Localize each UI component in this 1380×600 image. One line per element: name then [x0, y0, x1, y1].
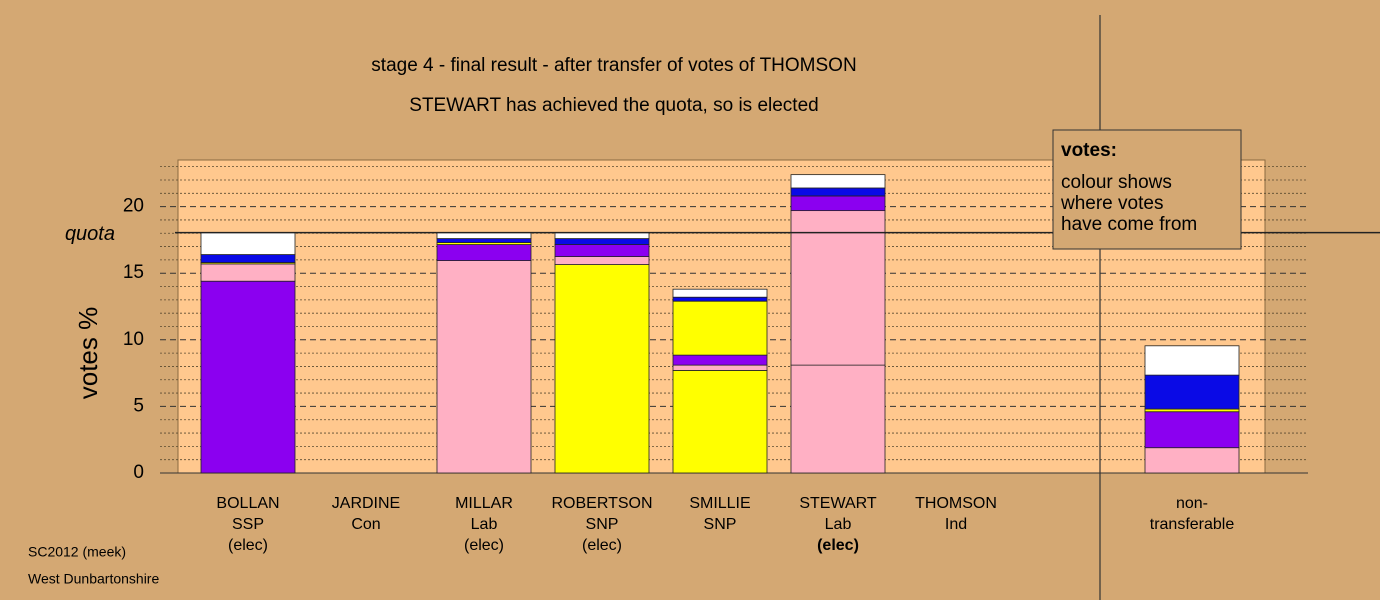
- bar-segment: [436, 244, 532, 261]
- x-tick-label: Lab: [471, 516, 498, 533]
- x-tick-label: SMILLIE: [689, 495, 750, 512]
- bar-segment: [1144, 411, 1240, 449]
- source: SC2012 (meek): [28, 544, 126, 560]
- y-tick-label: 5: [133, 395, 144, 416]
- legend-title: votes:: [1061, 140, 1117, 161]
- x-tick-label: transferable: [1150, 516, 1235, 533]
- bar-segment: [790, 195, 886, 212]
- x-tick-label: Ind: [945, 516, 967, 533]
- y-tick-label: 20: [123, 196, 144, 217]
- bar-segment: [436, 232, 532, 239]
- bar-segment: [1144, 447, 1240, 474]
- bar-segment: [672, 354, 768, 366]
- y-tick-label: 10: [123, 329, 144, 350]
- x-tick-label: SSP: [232, 516, 264, 533]
- bar-segment: [1144, 345, 1240, 376]
- bar-segment: [672, 288, 768, 298]
- bar-segment: [554, 256, 650, 265]
- chart-subtitle: STEWART has achieved the quota, so is el…: [409, 95, 818, 116]
- bar-segment: [790, 210, 886, 366]
- bar-segment: [554, 244, 650, 257]
- bar-segment: [672, 296, 768, 302]
- x-tick-label: Con: [351, 516, 380, 533]
- legend-box: [1052, 129, 1242, 250]
- bar-segment: [672, 370, 768, 474]
- x-tick-label: THOMSON: [915, 495, 997, 512]
- region: West Dunbartonshire: [28, 571, 159, 587]
- x-tick-label: (elec): [817, 537, 859, 554]
- x-tick-label: non-: [1176, 495, 1208, 512]
- quota-label: quota: [65, 223, 115, 245]
- x-tick-label: (elec): [464, 537, 504, 554]
- bar-segment: [554, 264, 650, 474]
- x-tick-label: (elec): [228, 537, 268, 554]
- legend-text: colour shows: [1061, 172, 1172, 193]
- bar-segment: [554, 232, 650, 239]
- x-tick-label: BOLLAN: [216, 495, 279, 512]
- y-tick-label: 15: [123, 262, 144, 283]
- y-tick-label: 0: [133, 462, 144, 483]
- bar-segment: [1144, 374, 1240, 410]
- bar-segment: [790, 187, 886, 197]
- bar-segment: [554, 238, 650, 245]
- x-tick-label: JARDINE: [332, 495, 400, 512]
- x-tick-label: ROBERTSON: [551, 495, 652, 512]
- x-tick-label: MILLAR: [455, 495, 513, 512]
- x-tick-label: STEWART: [799, 495, 877, 512]
- x-tick-label: Lab: [825, 516, 852, 533]
- bar-segment: [790, 174, 886, 189]
- bar-segment: [436, 260, 532, 474]
- bar-segment: [790, 364, 886, 474]
- bar-segment: [200, 263, 296, 282]
- bar-segment: [200, 280, 296, 474]
- x-tick-label: SNP: [704, 516, 737, 533]
- legend-text: where votes: [1060, 193, 1163, 214]
- bar-segment: [436, 238, 532, 243]
- y-axis-label: votes %: [73, 307, 103, 400]
- legend-text: have come from: [1061, 214, 1197, 235]
- bar-segment: [672, 364, 768, 371]
- x-tick-label: (elec): [582, 537, 622, 554]
- x-tick-label: SNP: [586, 516, 619, 533]
- bar-segment: [672, 300, 768, 356]
- bar-segment: [200, 254, 296, 263]
- bar-segment: [200, 232, 296, 255]
- chart-title: stage 4 - final result - after transfer …: [371, 55, 856, 76]
